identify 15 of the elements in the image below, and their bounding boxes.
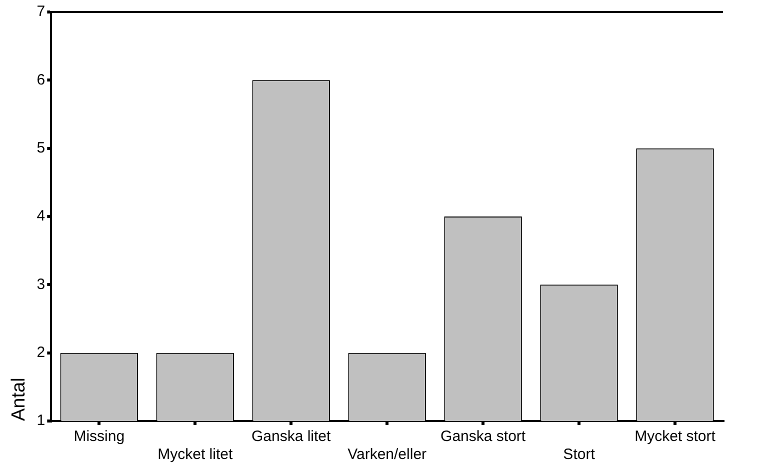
y-axis-title: Antal	[8, 378, 30, 421]
y-tick-label: 5	[36, 139, 46, 156]
y-tick-label: 7	[36, 3, 46, 20]
y-tick-label: 6	[36, 71, 46, 88]
x-tick-label: Mycket stort	[634, 428, 716, 446]
y-tick-label: 1	[36, 412, 46, 430]
x-tick-label: Missing	[74, 428, 125, 446]
y-tick-label: 2	[36, 344, 46, 361]
y-tick-label: 4	[36, 208, 46, 225]
x-tick-label: Varken/eller	[348, 446, 427, 464]
x-tick-label: Ganska litet	[251, 428, 332, 446]
x-tick-label: Mycket litet	[158, 446, 234, 464]
x-tick-label: Stort	[563, 446, 596, 464]
y-tick-label: 3	[36, 276, 46, 293]
x-tick-label: Ganska stort	[440, 428, 526, 446]
